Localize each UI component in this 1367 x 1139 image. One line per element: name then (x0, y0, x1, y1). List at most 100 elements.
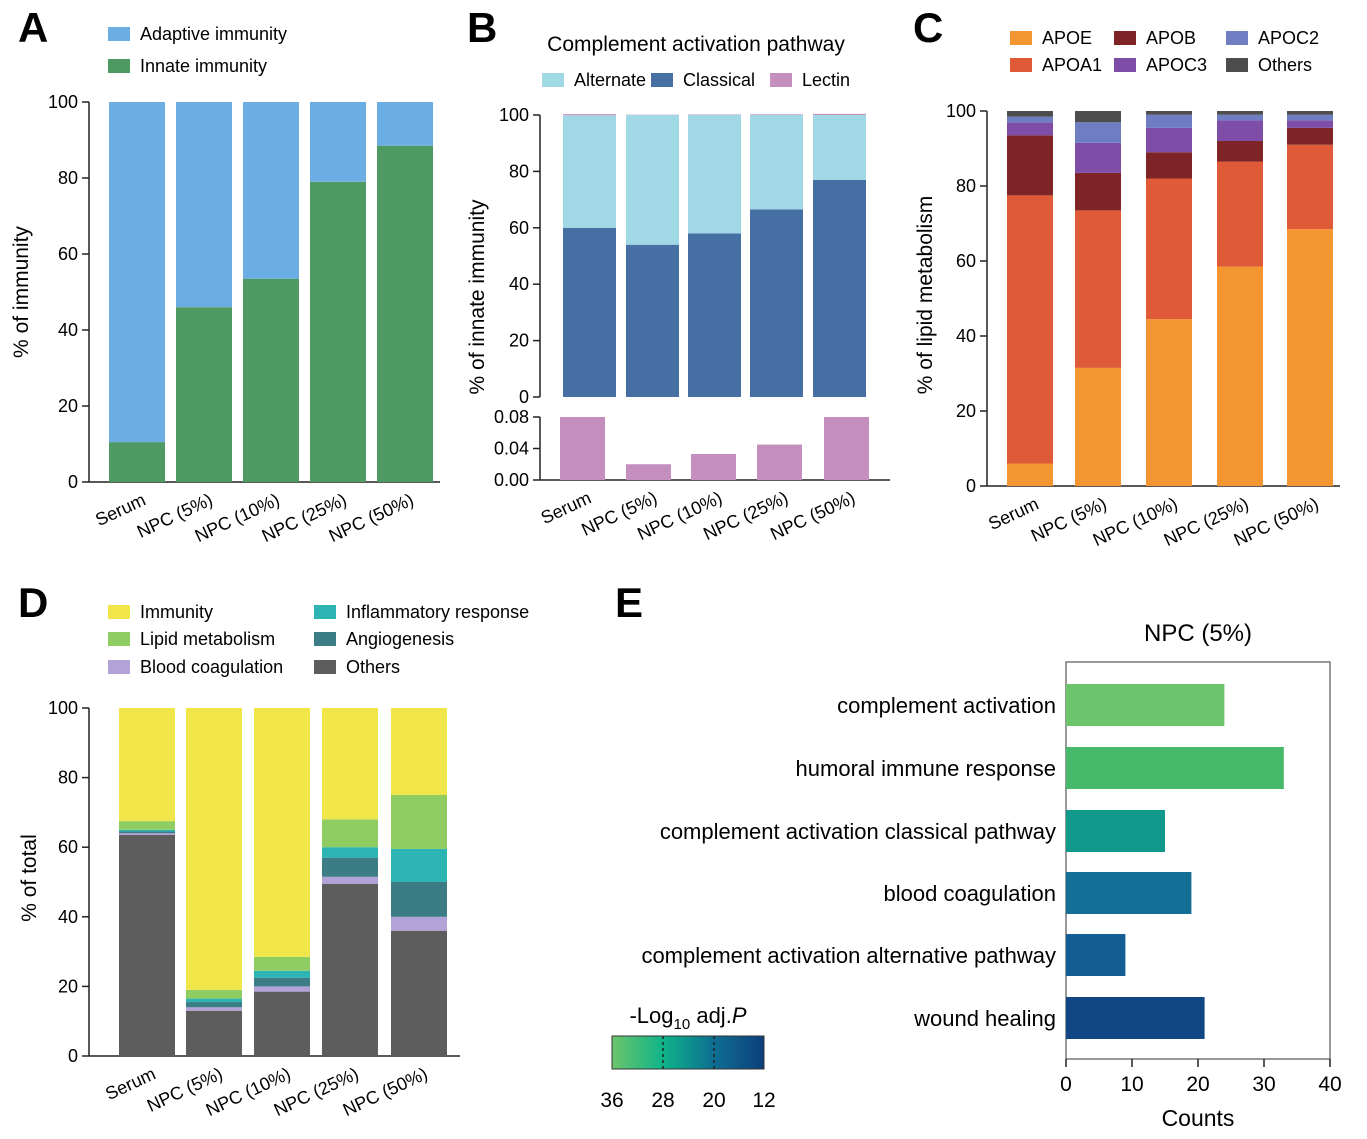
c-bar-apob (1287, 127, 1333, 145)
b-lower-y-tick-label: 0.08 (494, 407, 529, 427)
c-bar-apoc3 (1146, 127, 1192, 153)
b-bar-lectin-lower (757, 444, 802, 480)
e-y-tick-label: humoral immune response (796, 756, 1056, 781)
d-bar-inflammatory-response (119, 829, 175, 832)
d-bar-blood-coagulation (186, 1007, 242, 1011)
c-bar-others (1217, 111, 1263, 115)
d-bar-angiogenesis (391, 882, 447, 917)
b-upper-y-tick-label: 40 (509, 274, 529, 294)
d-bar-inflammatory-response (186, 998, 242, 1003)
c-legend-swatch-apoc2 (1226, 31, 1248, 45)
b-legend-swatch-alternate (542, 73, 564, 87)
panel-letter-d: D (18, 579, 48, 626)
panel-letter-e: E (615, 579, 643, 626)
c-y-axis-title: % of lipid metabolism (914, 196, 937, 394)
c-legend-label-apoc2: APOC2 (1258, 28, 1319, 48)
c-bar-apoc2 (1287, 114, 1333, 121)
panel-letter-b: B (467, 4, 497, 51)
b-legend-swatch-lectin (770, 73, 792, 87)
d-bar-immunity (391, 708, 447, 795)
d-bar-angiogenesis (254, 977, 310, 987)
d-legend-label-immunity: Immunity (140, 602, 213, 622)
d-bar-immunity (119, 708, 175, 822)
d-legend-swatch-immunity (108, 605, 130, 619)
b-chart-title: Complement activation pathway (547, 33, 845, 56)
c-bar-apoc2 (1007, 116, 1053, 123)
d-bar-lipid-metabolism (391, 795, 447, 849)
d-legend-label-inflammatory-response: Inflammatory response (346, 602, 529, 622)
d-y-tick-label: 40 (58, 907, 78, 927)
b-legend-swatch-classical (651, 73, 673, 87)
panel-letter-a: A (18, 4, 48, 51)
d-bar-blood-coagulation (119, 833, 175, 836)
d-legend-label-lipid-metabolism: Lipid metabolism (140, 629, 275, 649)
b-upper-y-tick-label: 80 (509, 161, 529, 181)
c-bar-others (1007, 111, 1053, 117)
c-y-tick-label: 40 (956, 326, 976, 346)
c-legend-label-apob: APOB (1146, 28, 1196, 48)
d-bar-others (186, 1010, 242, 1056)
d-bar-others (119, 835, 175, 1056)
c-legend-label-others: Others (1258, 55, 1312, 75)
e-y-tick-label: complement activation alternative pathwa… (641, 943, 1056, 968)
b-bar-classical (563, 227, 616, 397)
d-bar-angiogenesis (322, 857, 378, 877)
colorbar-legend: -Log10 adj.P 36 28 20 12 (600, 1003, 775, 1112)
d-bar-immunity (322, 708, 378, 820)
e-y-tick-label: complement activation classical pathway (660, 819, 1056, 844)
d-bar-lipid-metabolism (186, 989, 242, 999)
d-bar-others (322, 883, 378, 1056)
c-bar-apoc3 (1075, 142, 1121, 173)
b-bar-lectin-lower (824, 417, 869, 480)
b-bar-alternate (750, 115, 803, 210)
e-bar (1066, 934, 1126, 976)
d-y-tick-label: 0 (68, 1046, 78, 1066)
colorbar-tick-label: 20 (702, 1089, 725, 1112)
c-legend-label-apoe: APOE (1042, 28, 1092, 48)
a-y-tick-label: 80 (58, 168, 78, 188)
d-y-axis-title: % of total (18, 834, 41, 922)
c-legend-swatch-others (1226, 58, 1248, 72)
c-bar-apoe (1007, 463, 1053, 486)
d-bar-blood-coagulation (322, 876, 378, 884)
colorbar-tick-label: 12 (752, 1089, 775, 1112)
a-bar-innate-immunity (109, 442, 165, 482)
c-legend-swatch-apob (1114, 31, 1136, 45)
d-bar-lipid-metabolism (119, 821, 175, 830)
c-bar-apoc3 (1007, 122, 1053, 136)
d-legend-label-others: Others (346, 657, 400, 677)
c-y-tick-label: 20 (956, 401, 976, 421)
b-upper-y-tick-label: 20 (509, 331, 529, 351)
c-bar-apoc2 (1217, 114, 1263, 121)
b-bar-lectin-lower (626, 464, 671, 480)
d-legend-swatch-angiogenesis (314, 632, 336, 646)
a-bar-innate-immunity (377, 145, 433, 482)
e-bar (1066, 747, 1284, 789)
b-bar-lectin (563, 114, 616, 116)
e-x-tick-label: 30 (1252, 1073, 1275, 1096)
d-bar-blood-coagulation (254, 986, 310, 992)
d-bar-others (254, 991, 310, 1056)
a-bar-innate-immunity (310, 181, 366, 483)
chart-b: Complement activation pathway 0 20 40 60 80 10… (466, 33, 890, 544)
c-legend-label-apoa1: APOA1 (1042, 55, 1102, 75)
c-bar-apob (1217, 141, 1263, 162)
a-y-tick-label: 0 (68, 472, 78, 492)
c-legend-label-apoc3: APOC3 (1146, 55, 1207, 75)
e-x-tick-label: 40 (1318, 1073, 1341, 1096)
c-y-tick-label: 80 (956, 176, 976, 196)
a-bar-adaptive-immunity (243, 102, 299, 279)
colorbar-title: -Log10 adj.P (629, 1003, 746, 1033)
e-x-axis-title: Counts (1162, 1105, 1235, 1131)
c-bar-apoe (1146, 319, 1192, 486)
d-bar-blood-coagulation (391, 916, 447, 931)
a-bar-adaptive-immunity (310, 102, 366, 182)
c-bar-others (1146, 111, 1192, 115)
b-bar-classical (688, 233, 741, 397)
c-y-tick-label: 100 (946, 101, 976, 121)
b-legend-label-alternate: Alternate (574, 70, 646, 90)
a-bar-adaptive-immunity (377, 102, 433, 146)
b-bar-lectin-lower (691, 454, 736, 480)
a-bar-adaptive-immunity (109, 102, 165, 443)
c-legend-swatch-apoa1 (1010, 58, 1032, 72)
